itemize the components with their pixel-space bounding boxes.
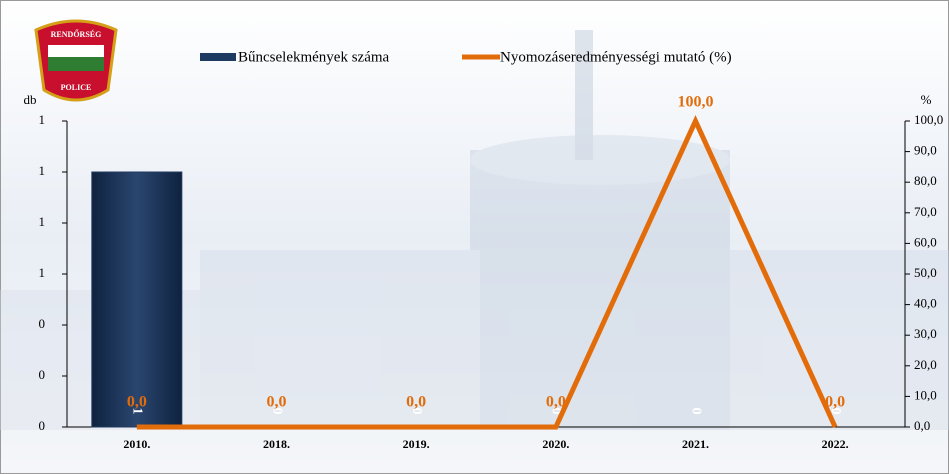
line-value-label: 0,0 [267, 394, 287, 411]
line-value-label: 0,0 [406, 394, 426, 411]
line-value-label: 0,0 [546, 394, 566, 411]
y-tick-label: 1 [39, 163, 46, 178]
legend-label: Nyomozáseredményességi mutató (%) [500, 49, 732, 65]
x-tick-label: 2018. [263, 437, 290, 451]
y2-tick-label: 30,0 [914, 326, 937, 341]
page: {"logo": {"top": "RENDŐRSÉG", "bottom": … [0, 0, 949, 474]
y2-tick-label: 70,0 [914, 204, 937, 219]
y-tick-label: 1 [39, 214, 46, 229]
y2-tick-label: 20,0 [914, 357, 937, 372]
chart: RENDŐRSÉG POLICE db % 00011110,010,020,0… [0, 0, 949, 474]
x-tick-label: 2019. [403, 437, 430, 451]
x-tick-label: 2021. [682, 437, 709, 451]
y-tick-label: 1 [39, 265, 46, 280]
legend-swatch [200, 53, 236, 61]
line-value-label: 0,0 [825, 394, 845, 411]
y2-tick-label: 50,0 [914, 265, 937, 280]
y-tick-label: 1 [39, 112, 46, 127]
logo-top: RENDŐRSÉG [51, 29, 102, 39]
logo-bottom: POLICE [61, 83, 92, 92]
y2-tick-label: 60,0 [914, 234, 937, 249]
y2-axis-label: % [921, 92, 932, 107]
line-value-label: 0,0 [127, 394, 147, 411]
x-tick-label: 2022. [822, 437, 849, 451]
y-axis-label: db [24, 92, 37, 107]
y-tick-label: 0 [39, 418, 46, 433]
y2-tick-label: 100,0 [914, 112, 943, 127]
x-tick-label: 2020. [542, 437, 569, 451]
line-value-label: 100,0 [678, 94, 714, 111]
legend-label: Bűncselekmények száma [238, 49, 390, 65]
y2-tick-label: 10,0 [914, 387, 937, 402]
y2-tick-label: 0,0 [914, 418, 930, 433]
x-tick-label: 2010. [123, 437, 150, 451]
y2-tick-label: 80,0 [914, 173, 937, 188]
y2-tick-label: 90,0 [914, 143, 937, 158]
y-tick-label: 0 [39, 367, 46, 382]
logo: RENDŐRSÉG POLICE [36, 21, 116, 100]
y-tick-label: 0 [39, 316, 46, 331]
bar-value-label: 0 [688, 408, 703, 415]
y2-tick-label: 40,0 [914, 296, 937, 311]
bar [92, 172, 182, 427]
